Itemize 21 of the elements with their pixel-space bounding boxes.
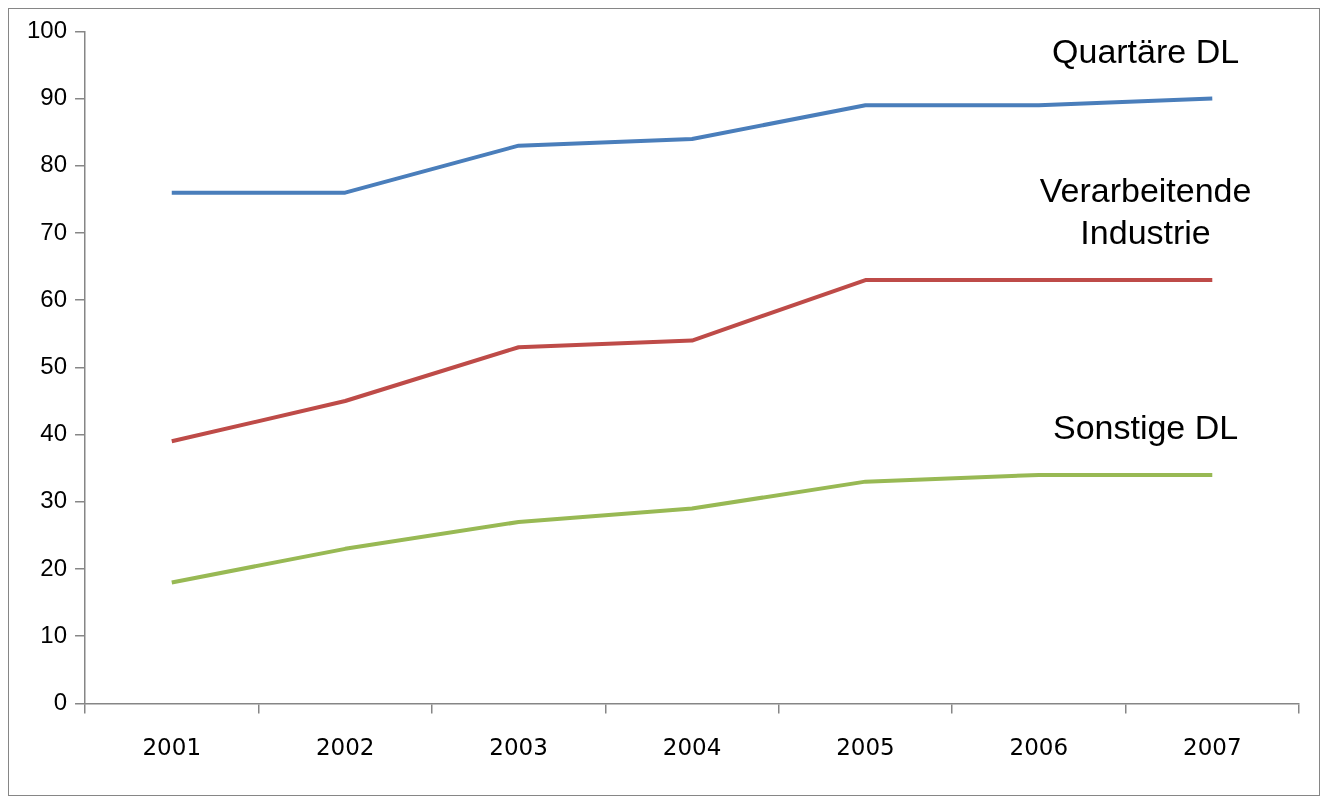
series-label: Quartäre DL — [1052, 31, 1240, 70]
y-tick-label: 70 — [40, 217, 68, 245]
x-tick-label: 2006 — [1009, 734, 1069, 761]
y-tick-label: 30 — [40, 486, 68, 514]
x-tick-label: 2003 — [489, 734, 548, 761]
x-tick-label: 2005 — [836, 734, 895, 761]
x-tick-label: 2002 — [315, 734, 375, 761]
x-tick-label: 2007 — [1183, 734, 1242, 761]
x-tick-label: 2004 — [662, 734, 722, 761]
y-tick-label: 0 — [53, 688, 68, 716]
y-tick-label: 40 — [40, 419, 68, 447]
y-tick-label: 20 — [40, 553, 68, 581]
y-tick-label: 50 — [40, 352, 68, 380]
y-tick-label: 100 — [27, 16, 68, 44]
x-tick-label: 2001 — [142, 734, 202, 761]
series-label: Verarbeitende Industrie — [1039, 171, 1252, 252]
y-tick-label: 90 — [40, 83, 68, 111]
y-tick-label: 60 — [40, 284, 68, 312]
y-tick-label: 80 — [40, 150, 68, 178]
series-label: Sonstige DL — [1052, 407, 1239, 446]
y-tick-label: 10 — [40, 620, 68, 648]
